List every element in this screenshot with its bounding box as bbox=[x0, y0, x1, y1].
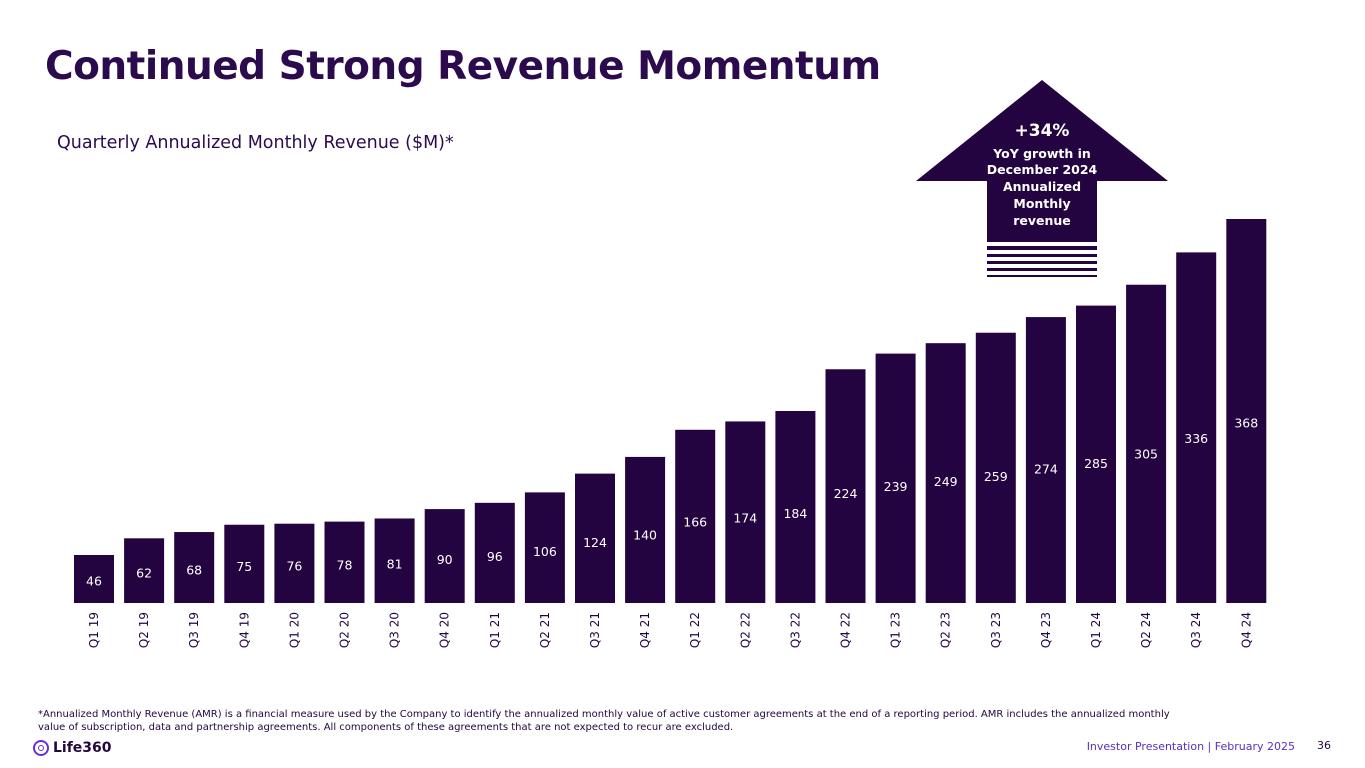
callout-line: Monthly bbox=[1013, 196, 1070, 211]
bar-q1-20 bbox=[274, 523, 315, 603]
bar-value-label: 68 bbox=[186, 563, 202, 578]
bar-value-label: 368 bbox=[1234, 416, 1258, 431]
x-tick-label: Q4 19 bbox=[237, 612, 251, 648]
callout-line: Annualized bbox=[1003, 179, 1081, 194]
x-tick-label: Q4 22 bbox=[839, 612, 853, 648]
x-tick-label: Q1 22 bbox=[688, 612, 702, 648]
x-tick-label: Q3 23 bbox=[989, 612, 1003, 648]
x-tick-label: Q3 22 bbox=[788, 612, 802, 648]
x-tick-label: Q3 19 bbox=[187, 612, 201, 648]
x-tick-label: Q3 21 bbox=[588, 612, 602, 648]
bar-value-label: 76 bbox=[286, 559, 302, 574]
bar-value-label: 124 bbox=[583, 535, 607, 550]
revenue-bar-chart: 46 Q1 19 62 Q2 19 68 Q3 19 75 Q4 19 76 Q1 20 78 Q2 … bbox=[74, 80, 1267, 648]
bar-value-label: 285 bbox=[1084, 456, 1108, 471]
x-tick-label: Q2 23 bbox=[939, 612, 953, 648]
bars-group: 46 Q1 19 62 Q2 19 68 Q3 19 75 Q4 19 76 Q1 20 78 Q2 … bbox=[74, 219, 1267, 648]
bar-q3-23 bbox=[975, 332, 1016, 603]
arrow-stripe bbox=[987, 261, 1097, 264]
bar-q4-23 bbox=[1025, 317, 1066, 603]
arrow-stripe bbox=[987, 246, 1097, 250]
x-tick-label: Q2 21 bbox=[538, 612, 552, 648]
company-logo: Life360 bbox=[33, 738, 112, 758]
page-title: Continued Strong Revenue Momentum bbox=[45, 44, 881, 89]
bar-value-label: 62 bbox=[136, 566, 152, 581]
x-tick-label: Q2 24 bbox=[1139, 612, 1153, 648]
bar-value-label: 75 bbox=[236, 559, 252, 574]
x-tick-label: Q1 19 bbox=[87, 612, 101, 648]
bar-value-label: 249 bbox=[934, 474, 958, 489]
bar-value-label: 81 bbox=[387, 556, 403, 571]
callout-line: revenue bbox=[1013, 213, 1071, 228]
arrow-stripe bbox=[987, 254, 1097, 257]
growth-callout-arrow: +34% YoY growth in December 2024 Annuali… bbox=[916, 80, 1168, 277]
bar-q2-20 bbox=[324, 521, 365, 603]
bar-value-label: 140 bbox=[633, 527, 657, 542]
bar-value-label: 224 bbox=[834, 486, 858, 501]
callout-line: YoY growth in bbox=[992, 146, 1091, 161]
x-tick-label: Q2 19 bbox=[137, 612, 151, 648]
footnote: *Annualized Monthly Revenue (AMR) is a f… bbox=[38, 709, 1170, 733]
x-tick-label: Q4 23 bbox=[1039, 612, 1053, 648]
bar-q3-21 bbox=[575, 473, 615, 603]
arrow-head bbox=[916, 80, 1168, 181]
life360-logo-icon bbox=[33, 740, 49, 756]
x-tick-label: Q2 20 bbox=[338, 612, 352, 648]
bar-value-label: 106 bbox=[533, 544, 557, 559]
bar-q4-19 bbox=[224, 524, 265, 603]
bar-value-label: 78 bbox=[337, 558, 353, 573]
x-tick-label: Q1 23 bbox=[889, 612, 903, 648]
bar-q2-22 bbox=[725, 421, 766, 603]
x-tick-label: Q1 24 bbox=[1089, 612, 1103, 648]
bar-value-label: 166 bbox=[683, 515, 707, 530]
bar-q4-22 bbox=[825, 369, 866, 603]
bar-q1-22 bbox=[675, 429, 716, 603]
bar-q1-19 bbox=[74, 555, 114, 603]
bar-q3-20 bbox=[374, 518, 415, 603]
bar-value-label: 46 bbox=[86, 573, 102, 588]
x-tick-label: Q3 20 bbox=[388, 612, 402, 648]
arrow-shaft bbox=[987, 180, 1097, 242]
x-tick-label: Q4 21 bbox=[638, 612, 652, 648]
bar-q3-24 bbox=[1176, 252, 1217, 604]
bar-q1-23 bbox=[875, 353, 916, 603]
bar-q2-23 bbox=[925, 343, 966, 603]
x-tick-label: Q2 22 bbox=[738, 612, 752, 648]
bar-q3-22 bbox=[775, 411, 816, 603]
x-tick-label: Q1 20 bbox=[287, 612, 301, 648]
bar-value-label: 274 bbox=[1034, 462, 1058, 477]
bar-q3-19 bbox=[174, 532, 215, 603]
chart-subtitle: Quarterly Annualized Monthly Revenue ($M… bbox=[57, 133, 454, 153]
bar-q4-21 bbox=[625, 456, 666, 603]
bar-value-label: 90 bbox=[437, 552, 453, 567]
bar-value-label: 239 bbox=[884, 479, 908, 494]
x-tick-label: Q4 24 bbox=[1239, 612, 1253, 648]
bar-q4-20 bbox=[424, 509, 465, 603]
bar-q1-21 bbox=[474, 502, 515, 603]
footer-label: Investor Presentation | February 2025 bbox=[1086, 740, 1295, 753]
bar-q2-21 bbox=[524, 492, 565, 603]
callout-line: December 2024 bbox=[987, 162, 1098, 177]
page-number: 36 bbox=[1317, 739, 1331, 752]
bar-q2-19 bbox=[124, 538, 165, 603]
bar-q4-24 bbox=[1226, 219, 1267, 603]
arrow-stripe bbox=[987, 275, 1097, 277]
arrow-stripe bbox=[987, 268, 1097, 271]
bar-q2-24 bbox=[1126, 284, 1167, 603]
callout-percent: +34% bbox=[1015, 121, 1070, 141]
bar-value-label: 184 bbox=[783, 506, 807, 521]
bar-value-label: 96 bbox=[487, 549, 503, 564]
bar-value-label: 305 bbox=[1134, 446, 1158, 461]
bar-q1-24 bbox=[1076, 305, 1116, 603]
x-tick-label: Q3 24 bbox=[1189, 612, 1203, 648]
x-tick-label: Q4 20 bbox=[438, 612, 452, 648]
x-tick-label: Q1 21 bbox=[488, 612, 502, 648]
bar-value-label: 174 bbox=[733, 511, 757, 526]
bar-value-label: 259 bbox=[984, 469, 1008, 484]
bar-value-label: 336 bbox=[1184, 431, 1208, 446]
logo-text: Life360 bbox=[53, 740, 112, 756]
